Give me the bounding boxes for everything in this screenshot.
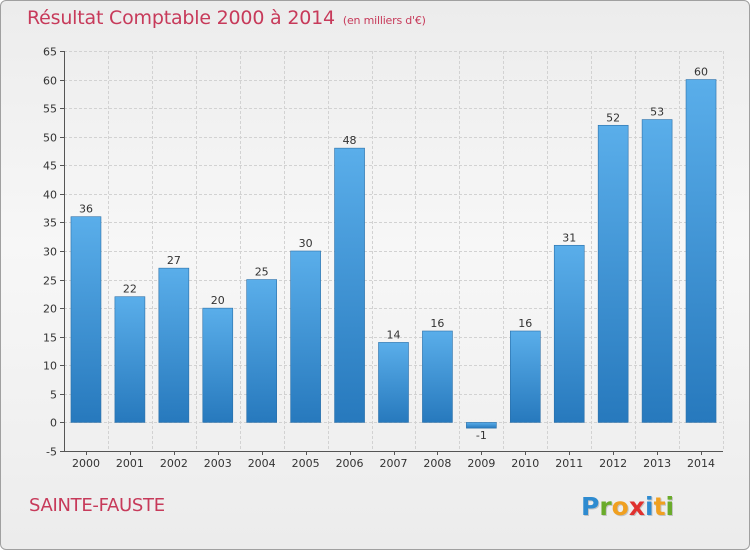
logo-letter: t xyxy=(653,492,666,521)
logo-letter: P xyxy=(581,492,600,521)
bar-2001[interactable] xyxy=(114,296,146,423)
bar-2009[interactable] xyxy=(466,422,497,429)
value-label: 60 xyxy=(694,66,708,79)
value-label: 22 xyxy=(123,283,137,296)
y-tick-label: 30 xyxy=(43,246,57,259)
logo-letter: r xyxy=(599,492,612,521)
x-tick-label: 2007 xyxy=(380,457,408,470)
bar-2012[interactable] xyxy=(597,124,629,423)
y-tick-label: 10 xyxy=(43,360,57,373)
logo-letter: i xyxy=(645,492,654,521)
x-tick-label: 2012 xyxy=(599,457,627,470)
y-tick-label: 55 xyxy=(43,103,57,116)
y-tick-label: 25 xyxy=(43,275,57,288)
x-tick-label: 2001 xyxy=(116,457,144,470)
value-label: 16 xyxy=(518,317,532,330)
bar-2003[interactable] xyxy=(202,307,234,423)
y-tick-label: 0 xyxy=(50,417,57,430)
chart-title: Résultat Comptable 2000 à 2014 (en millie… xyxy=(27,7,426,29)
value-label: 30 xyxy=(299,237,313,250)
x-tick-label: 2013 xyxy=(643,457,671,470)
y-tick-label: 15 xyxy=(43,332,57,345)
y-tick-label: 20 xyxy=(43,303,57,316)
chart-subtitle: (en milliers d'€) xyxy=(342,14,426,27)
commune-name: SAINTE-FAUSTE xyxy=(29,495,165,516)
logo-letter: i xyxy=(665,492,675,521)
value-label: 14 xyxy=(387,328,401,341)
value-label: 53 xyxy=(650,106,664,119)
value-label: 31 xyxy=(562,231,576,244)
bar-2011[interactable] xyxy=(553,244,585,423)
bar-2002[interactable] xyxy=(158,267,190,423)
y-tick-label: 50 xyxy=(43,132,57,145)
y-tick-label: 65 xyxy=(43,46,57,59)
y-tick-label: 45 xyxy=(43,160,57,173)
x-tick-label: 2014 xyxy=(687,457,715,470)
x-tick-label: 2003 xyxy=(204,457,232,470)
y-tick-label: 5 xyxy=(50,389,57,402)
chart-title-text: Résultat Comptable 2000 à 2014 xyxy=(27,7,335,29)
axes: -5 0 5 10 15 20 25 30 35 40 45 50 55 60 65 2000 2001 2002… xyxy=(43,46,723,470)
x-tick-label: 2004 xyxy=(248,457,276,470)
bars xyxy=(70,79,717,429)
value-label: 36 xyxy=(79,203,93,216)
y-tick-label: 35 xyxy=(43,217,57,230)
bar-2006[interactable] xyxy=(334,147,365,423)
x-tick-label: 2002 xyxy=(160,457,188,470)
logo-letter: o xyxy=(611,492,629,521)
bar-2000[interactable] xyxy=(70,216,102,423)
y-tick-label: 40 xyxy=(43,189,57,202)
logo-letter: x xyxy=(628,492,645,521)
y-tick-label: 60 xyxy=(43,75,57,88)
x-tick-label: 2011 xyxy=(555,457,583,470)
value-labels: 36 22 27 20 25 30 48 14 16 -1 16 31 52 53 60 xyxy=(79,66,708,443)
bar-2004[interactable] xyxy=(246,279,277,423)
value-label: -1 xyxy=(476,429,487,442)
x-tick-label: 2006 xyxy=(336,457,364,470)
grid-lines xyxy=(64,51,724,452)
value-label: 16 xyxy=(430,317,444,330)
x-tick-label: 2005 xyxy=(292,457,320,470)
y-tick-label: -5 xyxy=(46,446,57,459)
x-tick-label: 2009 xyxy=(467,457,495,470)
bar-2013[interactable] xyxy=(641,119,673,423)
value-label: 25 xyxy=(255,266,269,279)
bar-2014[interactable] xyxy=(685,79,717,423)
bar-2005[interactable] xyxy=(290,250,321,423)
bar-2010[interactable] xyxy=(509,330,541,423)
value-label: 52 xyxy=(606,111,620,124)
x-tick-label: 2000 xyxy=(72,457,100,470)
proxiti-logo[interactable]: Proxiti xyxy=(581,489,691,525)
bar-2007[interactable] xyxy=(378,342,409,423)
value-label: 27 xyxy=(167,254,181,267)
x-tick-label: 2008 xyxy=(423,457,451,470)
x-tick-label: 2010 xyxy=(511,457,539,470)
value-label: 20 xyxy=(211,294,225,307)
bar-2008[interactable] xyxy=(422,330,453,423)
value-label: 48 xyxy=(343,134,357,147)
